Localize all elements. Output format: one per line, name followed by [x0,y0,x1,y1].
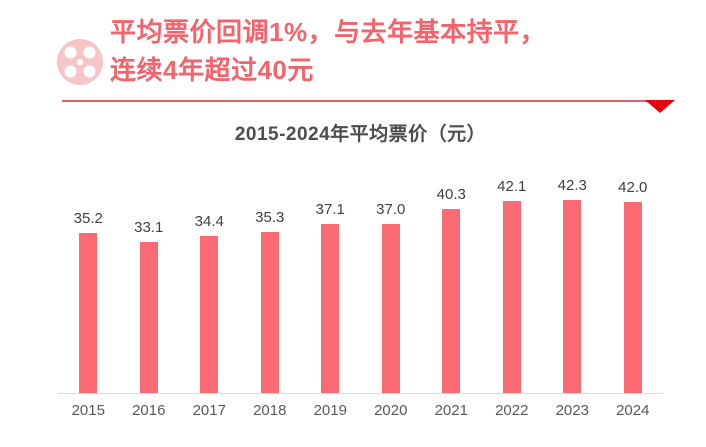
bar-value-label: 33.1 [134,219,164,237]
x-tick-label: 2020 [374,402,408,419]
bar-column: 35.2 [58,159,119,393]
headline-line-1: 平均票价回调1%，与去年基本持平， [110,17,547,47]
x-tick-label: 2016 [132,402,166,419]
bar-value-label: 34.4 [194,213,224,231]
bar-value-label: 40.3 [436,186,466,204]
headline: 平均票价回调1%，与去年基本持平， 连续4年超过40元 [110,13,546,89]
headline-line-2: 连续4年超过40元 [110,55,314,85]
bar-value-label: 42.1 [497,178,527,195]
bar-column: 34.4 [179,159,240,393]
x-tick-label: 2015 [71,402,105,419]
bar [502,201,521,393]
x-tick-label: 2024 [616,402,650,419]
bar [623,201,642,393]
divider-line [62,100,655,102]
bar [79,232,98,393]
bar-value-label: 35.2 [73,209,103,227]
x-axis: 2015 2016 2017 2018 2019 2020 2021 2022 2023 2024 [58,402,663,420]
bar [321,223,340,393]
x-tick-label: 2023 [555,402,589,419]
bar-column: 42.3 [542,159,603,393]
x-tick-label: 2018 [253,402,287,419]
bar [260,232,279,393]
film-reel-icon [57,39,103,85]
bar-column: 42.1 [482,159,543,393]
bar [442,209,461,393]
triangle-down-icon [645,100,675,113]
bar-value-label: 37.0 [376,201,406,219]
header: 平均票价回调1%，与去年基本持平， 连续4年超过40元 [0,0,706,113]
bar [563,200,582,393]
bar-value-label: 42.0 [618,178,648,196]
bar-column: 42.0 [603,159,664,393]
bar-column: 37.0 [361,159,422,393]
bar-column: 37.1 [300,159,361,393]
bar [200,236,219,393]
bar-column: 33.1 [119,159,180,393]
x-tick-label: 2019 [313,402,347,419]
x-tick-label: 2017 [192,402,226,419]
bar-column: 40.3 [421,159,482,393]
bar-value-label: 35.3 [255,209,285,226]
bar-value-label: 42.3 [557,177,587,195]
bar-column: 35.3 [240,159,301,393]
x-tick-label: 2021 [434,402,468,419]
bar-plot: 35.2 33.1 34.4 35.3 37.1 37.0 40.3 42.1 42.3 42.0 [58,159,663,394]
bar [381,224,400,393]
bar [139,242,158,393]
chart-title: 2015-2024年平均票价（元） [234,124,487,145]
x-tick-label: 2022 [495,402,529,419]
bar-value-label: 37.1 [315,200,345,218]
